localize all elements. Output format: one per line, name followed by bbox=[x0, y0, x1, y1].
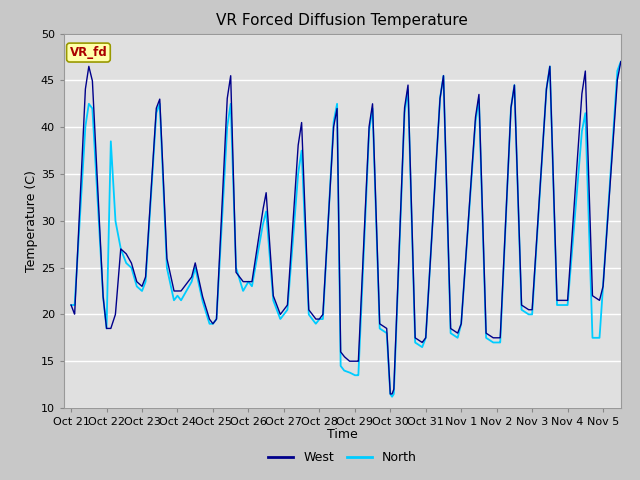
Y-axis label: Temperature (C): Temperature (C) bbox=[25, 170, 38, 272]
Title: VR Forced Diffusion Temperature: VR Forced Diffusion Temperature bbox=[216, 13, 468, 28]
X-axis label: Time: Time bbox=[327, 429, 358, 442]
Legend: West, North: West, North bbox=[263, 446, 422, 469]
Text: VR_fd: VR_fd bbox=[70, 46, 108, 59]
